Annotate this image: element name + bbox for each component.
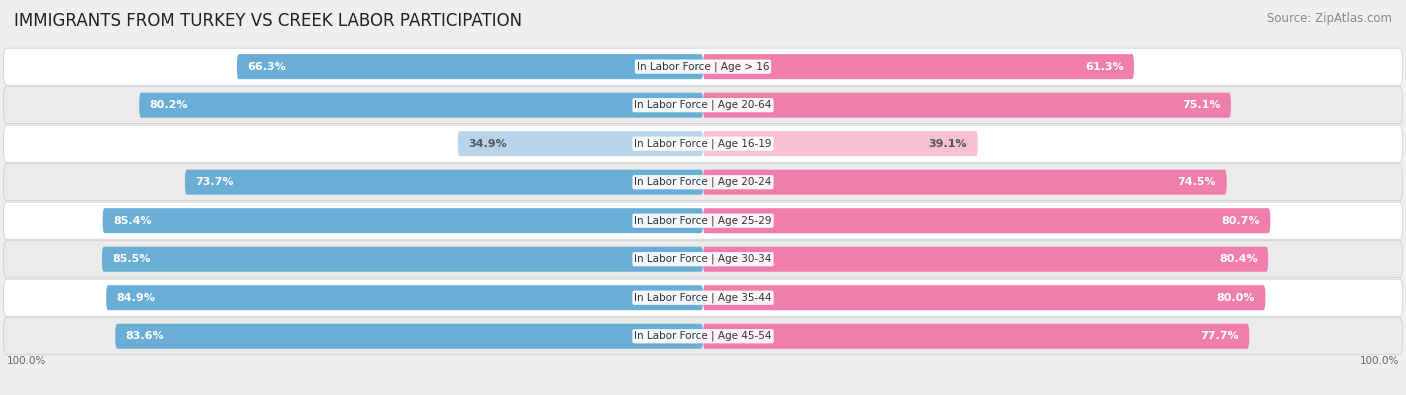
Text: 77.7%: 77.7%	[1201, 331, 1239, 341]
FancyBboxPatch shape	[103, 208, 703, 233]
Text: 39.1%: 39.1%	[929, 139, 967, 149]
Text: 85.5%: 85.5%	[112, 254, 150, 264]
Text: IMMIGRANTS FROM TURKEY VS CREEK LABOR PARTICIPATION: IMMIGRANTS FROM TURKEY VS CREEK LABOR PA…	[14, 12, 522, 30]
Text: 74.5%: 74.5%	[1178, 177, 1216, 187]
Text: 84.9%: 84.9%	[117, 293, 156, 303]
FancyBboxPatch shape	[3, 164, 1403, 201]
FancyBboxPatch shape	[703, 131, 979, 156]
FancyBboxPatch shape	[703, 170, 1227, 195]
Text: 100.0%: 100.0%	[7, 356, 46, 365]
FancyBboxPatch shape	[3, 125, 1403, 162]
FancyBboxPatch shape	[3, 241, 1403, 278]
Text: 80.7%: 80.7%	[1222, 216, 1260, 226]
Text: 61.3%: 61.3%	[1085, 62, 1123, 71]
FancyBboxPatch shape	[703, 285, 1265, 310]
Text: Source: ZipAtlas.com: Source: ZipAtlas.com	[1267, 12, 1392, 25]
Text: 75.1%: 75.1%	[1182, 100, 1220, 110]
Text: 80.2%: 80.2%	[149, 100, 188, 110]
FancyBboxPatch shape	[103, 247, 703, 272]
FancyBboxPatch shape	[238, 54, 703, 79]
Text: In Labor Force | Age 16-19: In Labor Force | Age 16-19	[634, 138, 772, 149]
FancyBboxPatch shape	[458, 131, 703, 156]
Text: In Labor Force | Age 45-54: In Labor Force | Age 45-54	[634, 331, 772, 342]
FancyBboxPatch shape	[105, 285, 703, 310]
Text: In Labor Force | Age 25-29: In Labor Force | Age 25-29	[634, 215, 772, 226]
FancyBboxPatch shape	[3, 279, 1403, 316]
FancyBboxPatch shape	[3, 87, 1403, 124]
FancyBboxPatch shape	[3, 202, 1403, 239]
FancyBboxPatch shape	[703, 247, 1268, 272]
FancyBboxPatch shape	[115, 324, 703, 349]
Text: 100.0%: 100.0%	[1360, 356, 1399, 365]
FancyBboxPatch shape	[3, 48, 1403, 85]
FancyBboxPatch shape	[703, 93, 1232, 118]
FancyBboxPatch shape	[703, 54, 1135, 79]
Text: 66.3%: 66.3%	[247, 62, 287, 71]
Text: In Labor Force | Age 20-24: In Labor Force | Age 20-24	[634, 177, 772, 188]
Text: 80.0%: 80.0%	[1216, 293, 1256, 303]
Text: In Labor Force | Age 35-44: In Labor Force | Age 35-44	[634, 292, 772, 303]
Text: 80.4%: 80.4%	[1219, 254, 1258, 264]
FancyBboxPatch shape	[186, 170, 703, 195]
Text: 85.4%: 85.4%	[112, 216, 152, 226]
Text: In Labor Force | Age > 16: In Labor Force | Age > 16	[637, 61, 769, 72]
FancyBboxPatch shape	[3, 318, 1403, 355]
Text: In Labor Force | Age 30-34: In Labor Force | Age 30-34	[634, 254, 772, 265]
Text: 73.7%: 73.7%	[195, 177, 233, 187]
Text: 34.9%: 34.9%	[468, 139, 508, 149]
FancyBboxPatch shape	[139, 93, 703, 118]
FancyBboxPatch shape	[703, 324, 1250, 349]
FancyBboxPatch shape	[703, 208, 1271, 233]
Text: In Labor Force | Age 20-64: In Labor Force | Age 20-64	[634, 100, 772, 111]
Text: 83.6%: 83.6%	[127, 331, 165, 341]
